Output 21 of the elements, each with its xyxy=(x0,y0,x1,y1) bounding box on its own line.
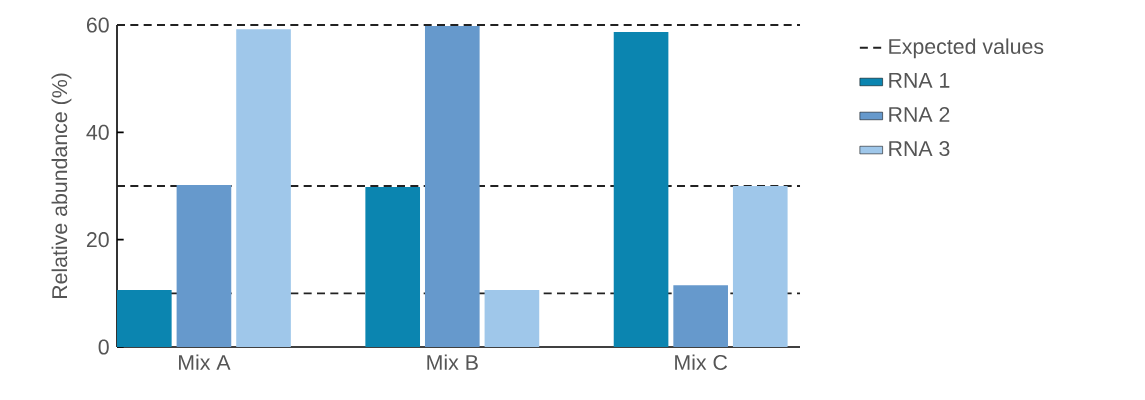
bar xyxy=(732,186,788,347)
bar xyxy=(484,290,540,347)
y-axis-title: Relative abundance (%) xyxy=(51,73,72,299)
bar xyxy=(673,285,728,347)
bar xyxy=(613,31,669,347)
y-tick-label: 40 xyxy=(86,124,109,140)
y-tick-label: 60 xyxy=(86,17,109,33)
legend-label: RNA 2 xyxy=(889,106,950,122)
bar xyxy=(365,187,421,347)
x-tick-label: Mix C xyxy=(675,354,728,371)
bar xyxy=(176,184,232,347)
legend-label: RNA 1 xyxy=(889,73,950,88)
bar xyxy=(117,290,172,347)
bar xyxy=(424,26,480,347)
y-tick-label: 20 xyxy=(86,232,109,248)
legend-label: RNA 3 xyxy=(889,141,950,157)
x-tick-label: Mix B xyxy=(427,354,478,370)
y-tick-label: 0 xyxy=(98,339,109,355)
x-tick-label: Mix A xyxy=(179,354,231,370)
bar xyxy=(236,29,291,347)
legend-label: Expected values xyxy=(889,38,1044,59)
